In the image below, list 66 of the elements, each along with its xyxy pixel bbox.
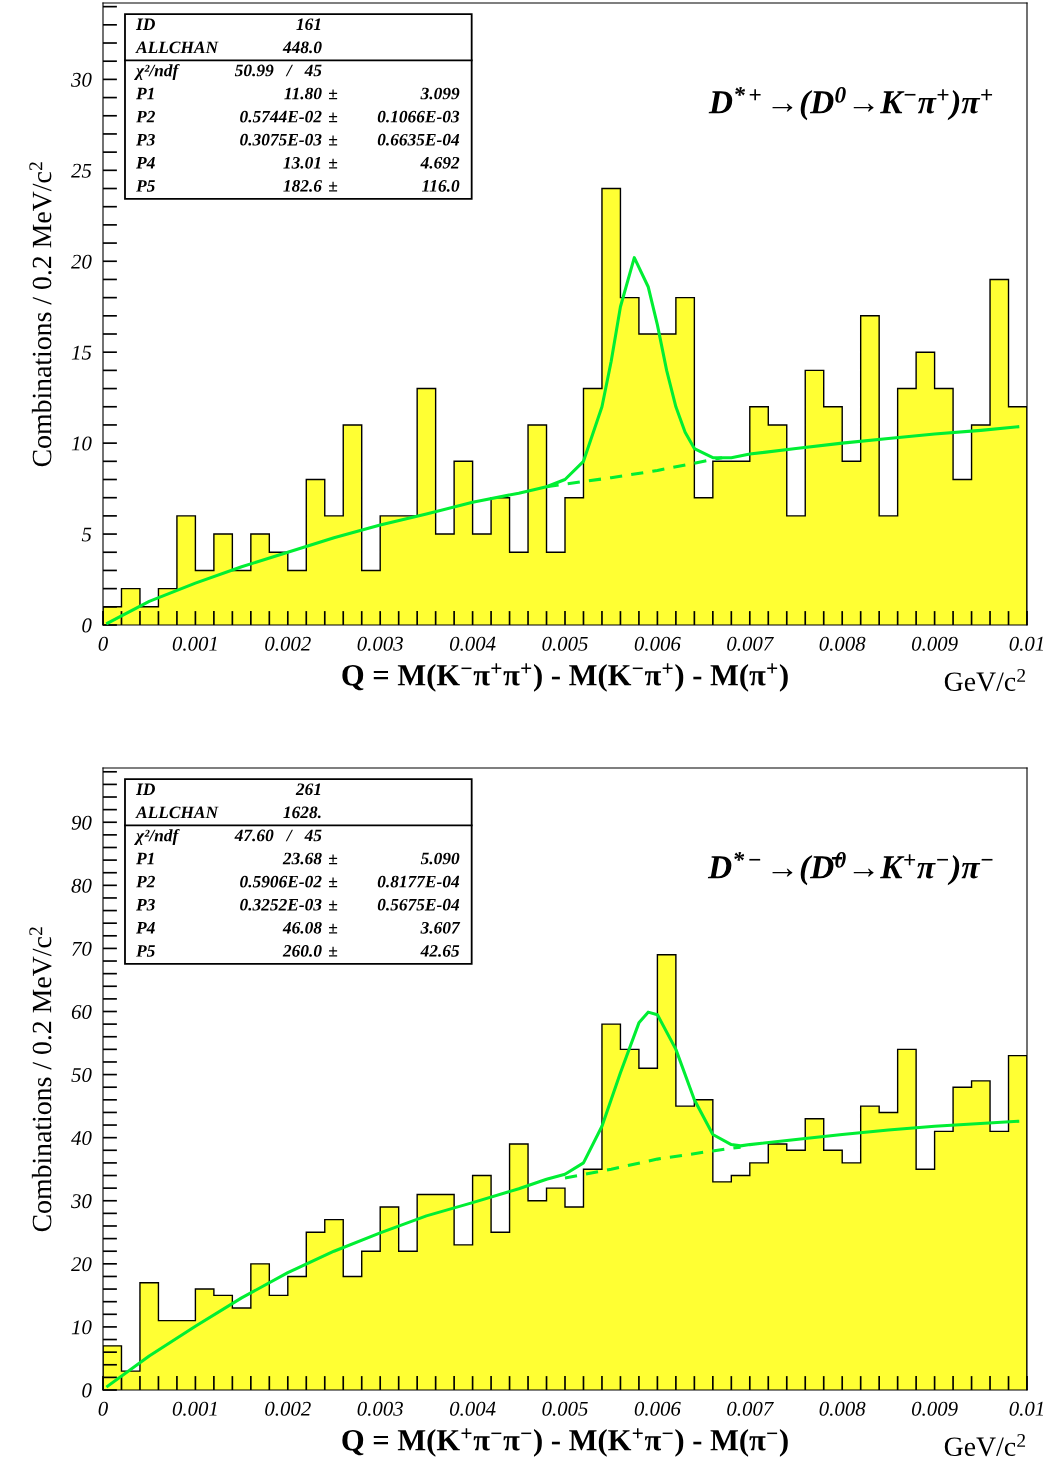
y-tick-label: 15	[71, 345, 92, 360]
y-tick-label: 0	[82, 618, 92, 633]
y-tick-label: 20	[71, 1257, 92, 1272]
y-tick-label: 30	[71, 72, 92, 87]
text: χ²/ndf 47.60 / 45	[134, 828, 322, 845]
x-tick-label: 0	[98, 1401, 108, 1416]
x-tick-label: 0	[98, 636, 108, 651]
x-tick-label: 0.009	[911, 1401, 958, 1416]
text: P4 46.08 ± 3.607	[136, 921, 461, 934]
x-tick-label: 0.005	[542, 636, 588, 651]
text: Q = M(K$^{−}$π$^{+}$π$^{+}$) - M(K$^{−}$π$^{+}$) - M(π$^{+}$)	[342, 663, 788, 692]
y-tick-label: 40	[71, 1131, 92, 1146]
text: P4 13.01 ± 4.692	[136, 156, 460, 169]
x-tick-label: 0.006	[634, 636, 681, 651]
y-tick-label: 70	[72, 941, 92, 956]
text: D$^{*−}$→(D̄$^{0}$→K$^{+}$π$^{−}$)π$^{−}$	[707, 851, 993, 886]
text: P5 182.6 ± 116.0	[136, 180, 460, 192]
text: ID 161	[135, 18, 321, 31]
text: GeV/c$^{2}$	[944, 1433, 1026, 1457]
x-tick-label: 0.004	[449, 636, 496, 651]
line-series	[544, 456, 724, 489]
y-tick-label: 30	[71, 1194, 92, 1209]
text: P3 0.3075E-03 ± 0.6635E-04	[136, 133, 460, 146]
y-tick-label: 25	[71, 163, 92, 178]
text: P3 0.3252E-03 ± 0.5675E-04	[136, 898, 460, 911]
text: χ²/ndf 50.99 / 45	[134, 63, 322, 80]
x-tick-label: 0.002	[265, 636, 311, 651]
x-tick-label: 0.008	[819, 636, 866, 651]
line-series	[563, 1145, 743, 1180]
text: P5 260.0 ± 42.65	[136, 945, 460, 957]
text: ALLCHAN 1628.	[135, 806, 321, 819]
text: P2 0.5744E-02 ± 0.1066E-03	[136, 110, 460, 123]
text: P2 0.5906E-02 ± 0.8177E-04	[136, 875, 460, 888]
y-tick-label: 80	[71, 878, 92, 893]
x-tick-label: 0.005	[542, 1401, 588, 1416]
x-tick-label: 0.002	[265, 1401, 311, 1416]
y-tick-label: 60	[71, 1004, 92, 1019]
x-tick-label: 0.01	[1009, 1401, 1043, 1416]
x-tick-label: 0.004	[449, 1401, 496, 1416]
y-tick-label: 0	[82, 1383, 92, 1398]
x-tick-label: 0.001	[172, 1401, 217, 1416]
x-tick-label: 0.01	[1009, 636, 1043, 651]
text: P1 11.80 ± 3.099	[136, 87, 460, 100]
x-tick-label: 0.008	[819, 1401, 866, 1416]
y-tick-label: 5	[81, 527, 92, 542]
y-tick-label: 10	[71, 1320, 92, 1335]
y-tick-label: 50	[71, 1067, 92, 1083]
text: P1 23.68 ± 5.090	[136, 852, 460, 865]
x-tick-label: 0.003	[357, 636, 403, 651]
y-tick-label: 90	[71, 815, 92, 830]
y-axis-title: Combinations / 0.2 MeV/c$^{2}$	[29, 927, 52, 1232]
text: ID 261	[135, 783, 321, 796]
y-tick-label: 10	[71, 436, 92, 451]
y-tick-label: 20	[71, 254, 92, 269]
text: ALLCHAN 448.0	[135, 41, 322, 54]
x-tick-label: 0.009	[911, 636, 958, 651]
x-tick-label: 0.006	[634, 1401, 681, 1416]
x-tick-label: 0.007	[727, 1401, 774, 1416]
text: GeV/c$^{2}$	[944, 668, 1026, 692]
y-axis-title: Combinations / 0.2 MeV/c$^{2}$	[29, 162, 52, 467]
text: D$^{*+}$→(D$^{0}$→K$^{−}$π$^{+}$)π$^{+}$	[708, 86, 993, 121]
x-tick-label: 0.001	[172, 636, 217, 651]
line-series	[106, 256, 1020, 625]
x-tick-label: 0.003	[357, 1401, 403, 1416]
text: Q = M(K$^{+}$π$^{−}$π$^{−}$) - M(K$^{+}$π$^{−}$) - M(π$^{−}$)	[342, 1428, 788, 1457]
x-tick-label: 0.007	[727, 636, 774, 651]
